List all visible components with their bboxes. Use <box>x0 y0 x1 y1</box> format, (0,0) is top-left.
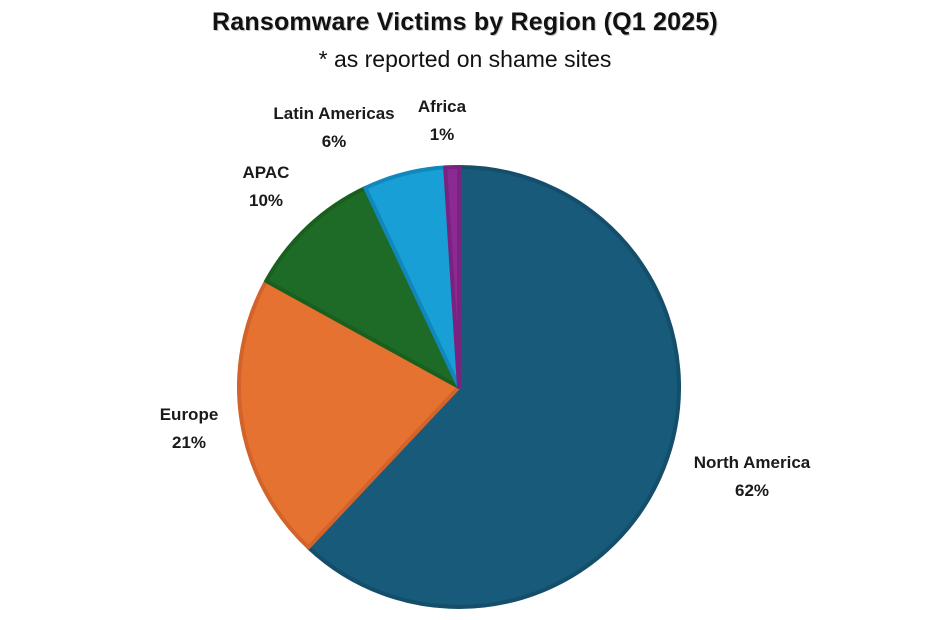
chart-title: Ransomware Victims by Region (Q1 2025) <box>212 8 718 36</box>
slice-value-north-america: 62% <box>735 481 769 500</box>
slice-label-africa: Africa <box>418 97 467 116</box>
slice-label-apac: APAC <box>243 163 290 182</box>
pie-slice-africa <box>443 164 461 389</box>
slice-value-europe: 21% <box>172 433 206 452</box>
slice-label-europe: Europe <box>160 405 219 424</box>
pie-slice-europe <box>237 279 461 550</box>
pie-slice-apac <box>264 185 461 389</box>
slice-label-north-america: North America <box>694 453 811 472</box>
slice-label-latin-americas: Latin Americas <box>273 104 394 123</box>
chart-subtitle: * as reported on shame sites <box>318 46 612 72</box>
slice-value-apac: 10% <box>249 191 283 210</box>
pie-slices <box>237 164 681 609</box>
slice-value-africa: 1% <box>430 125 455 144</box>
slice-value-latin-americas: 6% <box>322 132 347 151</box>
pie-labels: North America 62% Europe 21% APAC 10% Latin Am… <box>160 97 811 500</box>
pie-slice-north-america <box>306 165 681 609</box>
